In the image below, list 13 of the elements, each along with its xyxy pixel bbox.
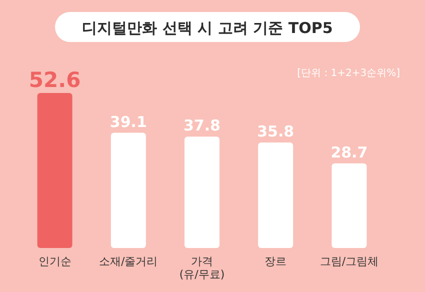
data-label: 35.8 [257,122,294,141]
x-tick-label: 장르 [264,255,287,268]
data-label: 28.7 [330,143,368,162]
x-tick-label: 그림/그림체 [320,255,379,268]
title: 디지털만화 선택 시 고려 기준 TOP5 [55,12,360,42]
x-tick-label: 인기순 [38,255,72,268]
data-label: 37.8 [183,116,221,135]
x-tick-label: 가격 (유/무료) [179,255,225,281]
data-label: 39.1 [110,112,147,131]
chart-title: 디지털만화 선택 시 고려 기준 TOP5 [82,19,333,37]
x-tick-label: 소재/줄거리 [99,255,158,268]
text: [단위 : 1+2+3순위%] [297,68,400,79]
data-label: 52.6 [28,68,81,92]
